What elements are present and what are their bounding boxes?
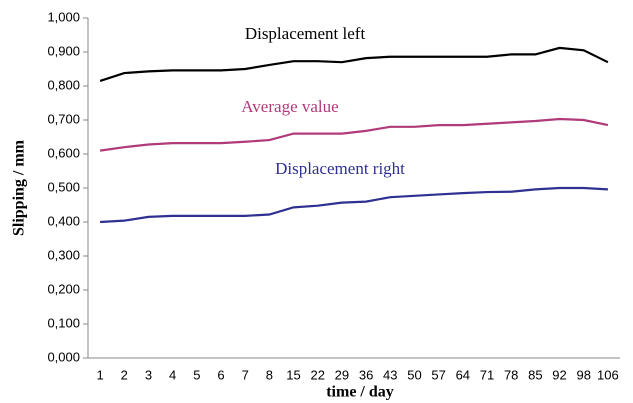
x-tick-label: 50 xyxy=(407,367,421,382)
x-tick-label: 78 xyxy=(504,367,518,382)
x-tick-label: 43 xyxy=(383,367,397,382)
series-line xyxy=(99,117,609,152)
series-line xyxy=(100,186,608,224)
y-tick-label: 0,800 xyxy=(47,77,80,92)
x-tick-label: 22 xyxy=(310,367,324,382)
x-tick-label: 71 xyxy=(480,367,494,382)
series-line xyxy=(99,46,609,82)
x-tick-label: 98 xyxy=(576,367,590,382)
x-tick-label: 3 xyxy=(145,367,152,382)
y-tick-label: 0,100 xyxy=(47,315,80,330)
x-tick-label: 2 xyxy=(121,367,128,382)
x-tick-label: 8 xyxy=(266,367,273,382)
x-tick-label: 64 xyxy=(456,367,470,382)
y-tick-label: 0,700 xyxy=(47,111,80,126)
x-tick-label: 6 xyxy=(217,367,224,382)
x-tick-label: 106 xyxy=(597,367,619,382)
x-tick-label: 57 xyxy=(431,367,445,382)
x-tick-label: 4 xyxy=(169,367,176,382)
y-tick-label: 0,600 xyxy=(47,145,80,160)
x-axis-title: time / day xyxy=(326,384,394,401)
y-tick-label: 1,000 xyxy=(47,9,80,24)
x-tick-label: 1 xyxy=(96,367,103,382)
x-tick-label: 36 xyxy=(359,367,373,382)
y-axis-title: Slipping / mm xyxy=(11,139,28,236)
y-tick-label: 0,200 xyxy=(47,281,80,296)
series-label: Displacement left xyxy=(245,24,366,43)
x-tick-label: 5 xyxy=(193,367,200,382)
x-tick-label: 15 xyxy=(286,367,300,382)
x-tick-label: 29 xyxy=(335,367,349,382)
y-tick-label: 0,000 xyxy=(47,349,80,364)
y-tick-label: 0,400 xyxy=(47,213,80,228)
series-label: Displacement right xyxy=(275,159,405,178)
x-tick-label: 92 xyxy=(552,367,566,382)
y-tick-label: 0,300 xyxy=(47,247,80,262)
x-tick-label: 7 xyxy=(242,367,249,382)
series-label: Average value xyxy=(241,97,338,116)
x-tick-label: 85 xyxy=(528,367,542,382)
y-tick-label: 0,900 xyxy=(47,43,80,58)
y-tick-label: 0,500 xyxy=(47,179,80,194)
